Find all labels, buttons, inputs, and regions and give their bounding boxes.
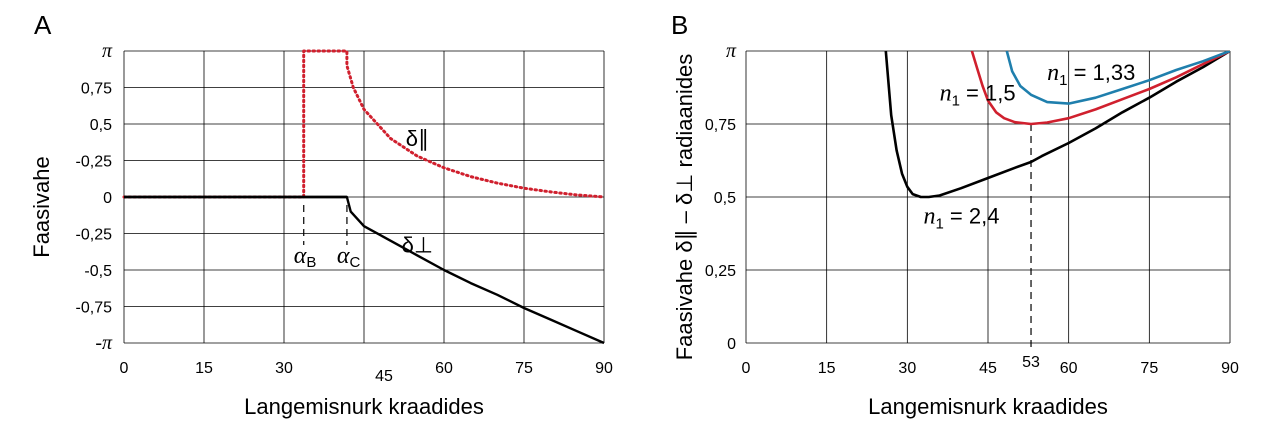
y-tick-label: π: [102, 40, 113, 62]
series-line-1: [124, 195, 605, 345]
x-tick-label: 75: [1140, 360, 1158, 377]
y-axis-label: Faasivahe δ∥ – δ⊥ radiaanides: [672, 54, 697, 361]
panel-b-letter: B: [671, 10, 688, 40]
x-tick-label: 75: [515, 360, 533, 377]
marker-label: 53: [1022, 354, 1040, 371]
x-tick-label: 45: [375, 368, 393, 385]
x-tick-label: 45: [979, 360, 997, 377]
y-tick-label: 0,75: [705, 117, 736, 134]
panel-a-letter: A: [34, 10, 52, 40]
x-tick-label: 30: [898, 360, 916, 377]
series-annotation-2: n1 = 2,4: [923, 203, 999, 232]
y-tick-label: -π: [95, 332, 113, 354]
y-tick-label: -0,75: [76, 300, 113, 317]
x-tick-label: 0: [120, 360, 129, 377]
x-tick-label: 90: [595, 360, 613, 377]
panel-a-chart: 0 15 30 60 75 90 45 -π -0,75 -0,5 -0,25 0 -0,25 0,5 0,…: [29, 40, 613, 419]
series-annotation-0: n1 = 1,33: [1047, 60, 1135, 89]
x-tick-label: 90: [1221, 360, 1239, 377]
x-tick-label: 60: [1060, 360, 1078, 377]
y-tick-label: 0,75: [81, 81, 112, 98]
series-line-1: [970, 51, 1230, 126]
y-axis-label: Faasivahe: [29, 156, 54, 258]
y-tick-label: -0,5: [84, 263, 112, 280]
x-tick-label: 15: [195, 360, 213, 377]
y-tick-label: 0,5: [714, 190, 736, 207]
y-tick-label: -0,25: [76, 154, 113, 171]
y-tick-label: 0,25: [705, 263, 736, 280]
marker-label-0: αB: [294, 243, 317, 271]
x-axis-label: Langemisnurk kraadides: [244, 394, 484, 419]
series-annotation-1: δ⊥: [402, 232, 433, 257]
series-line-0: [884, 51, 1230, 199]
panel-b-chart: 0 15 30 45 60 75 90 0 0,25 0,5 0,75 π Langemisnurk k…: [672, 40, 1239, 419]
x-tick-label: 60: [435, 360, 453, 377]
x-tick-label: 30: [275, 360, 293, 377]
series-annotation-1: n1 = 1,5: [940, 81, 1016, 110]
y-tick-label: -0,25: [76, 227, 113, 244]
y-tick-label: 0,5: [90, 117, 112, 134]
y-tick-label: 0: [103, 190, 112, 207]
series-annotation-0: δ∥: [406, 126, 429, 151]
y-tick-label: 0: [727, 336, 736, 353]
marker-label-1: αC: [337, 243, 361, 271]
series-line-0: [122, 49, 606, 199]
series-line-2: [1005, 51, 1230, 105]
x-axis-label: Langemisnurk kraadides: [868, 394, 1108, 419]
x-tick-label: 15: [818, 360, 836, 377]
y-tick-label: π: [726, 40, 737, 62]
x-tick-label: 0: [742, 360, 751, 377]
